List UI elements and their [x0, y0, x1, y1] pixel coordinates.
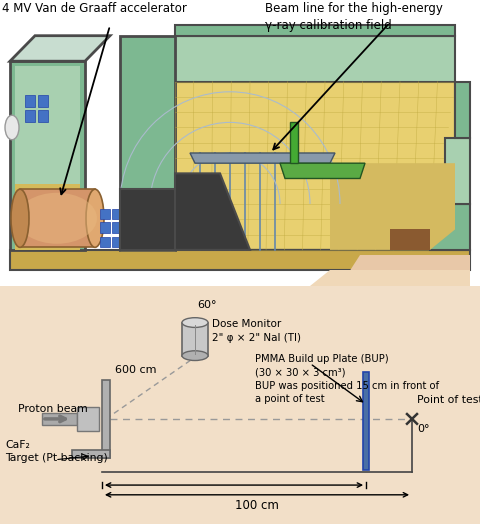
Text: Point of test: Point of test	[417, 395, 480, 405]
Bar	[363, 372, 369, 470]
Polygon shape	[120, 189, 175, 250]
Bar	[38, 110, 48, 123]
Polygon shape	[340, 255, 470, 286]
Polygon shape	[430, 204, 470, 250]
Polygon shape	[10, 250, 470, 270]
Polygon shape	[190, 153, 335, 163]
Bar	[72, 450, 110, 458]
Polygon shape	[310, 270, 470, 286]
Polygon shape	[120, 36, 175, 250]
Bar	[100, 237, 110, 247]
Bar	[102, 380, 110, 458]
Bar	[120, 199, 175, 250]
Polygon shape	[390, 230, 430, 250]
Ellipse shape	[17, 193, 97, 244]
Text: Beam line for the high-energy
γ-ray calibration field: Beam line for the high-energy γ-ray cali…	[265, 2, 443, 32]
Polygon shape	[175, 173, 250, 250]
Bar	[77, 407, 99, 431]
Polygon shape	[15, 183, 80, 250]
Text: 0°: 0°	[417, 424, 430, 434]
Bar	[25, 110, 35, 123]
Polygon shape	[175, 82, 455, 250]
Polygon shape	[455, 82, 470, 138]
Polygon shape	[20, 189, 95, 247]
Ellipse shape	[182, 318, 208, 328]
Text: Dose Monitor
2" φ × 2" NaI (Tl): Dose Monitor 2" φ × 2" NaI (Tl)	[212, 319, 301, 343]
Ellipse shape	[86, 189, 104, 247]
Text: PMMA Build up Plate (BUP)
(30 × 30 × 3 cm³)
BUP was positioned 15 cm in front of: PMMA Build up Plate (BUP) (30 × 30 × 3 c…	[255, 354, 439, 405]
Bar	[42, 413, 77, 425]
Polygon shape	[15, 67, 80, 183]
Bar	[182, 323, 208, 356]
Polygon shape	[175, 26, 455, 36]
Bar	[25, 95, 35, 107]
Ellipse shape	[5, 115, 19, 140]
Bar	[100, 209, 110, 219]
Text: 600 cm: 600 cm	[115, 365, 156, 375]
Ellipse shape	[182, 351, 208, 361]
Text: 100 cm: 100 cm	[235, 499, 279, 512]
Bar	[290, 123, 298, 163]
Polygon shape	[175, 36, 455, 82]
Polygon shape	[445, 138, 470, 204]
Text: 60°: 60°	[197, 300, 216, 310]
Bar	[112, 237, 122, 247]
Polygon shape	[280, 163, 365, 179]
Text: Proton beam: Proton beam	[18, 404, 88, 414]
Ellipse shape	[11, 189, 29, 247]
Polygon shape	[10, 61, 85, 250]
Bar	[112, 222, 122, 233]
Text: 4 MV Van de Graaff accelerator: 4 MV Van de Graaff accelerator	[2, 2, 187, 15]
Text: CaF₂
Target (Pt backing): CaF₂ Target (Pt backing)	[5, 440, 108, 463]
Bar	[100, 222, 110, 233]
Bar	[38, 95, 48, 107]
Bar	[112, 209, 122, 219]
Polygon shape	[330, 163, 455, 250]
Polygon shape	[10, 36, 110, 61]
